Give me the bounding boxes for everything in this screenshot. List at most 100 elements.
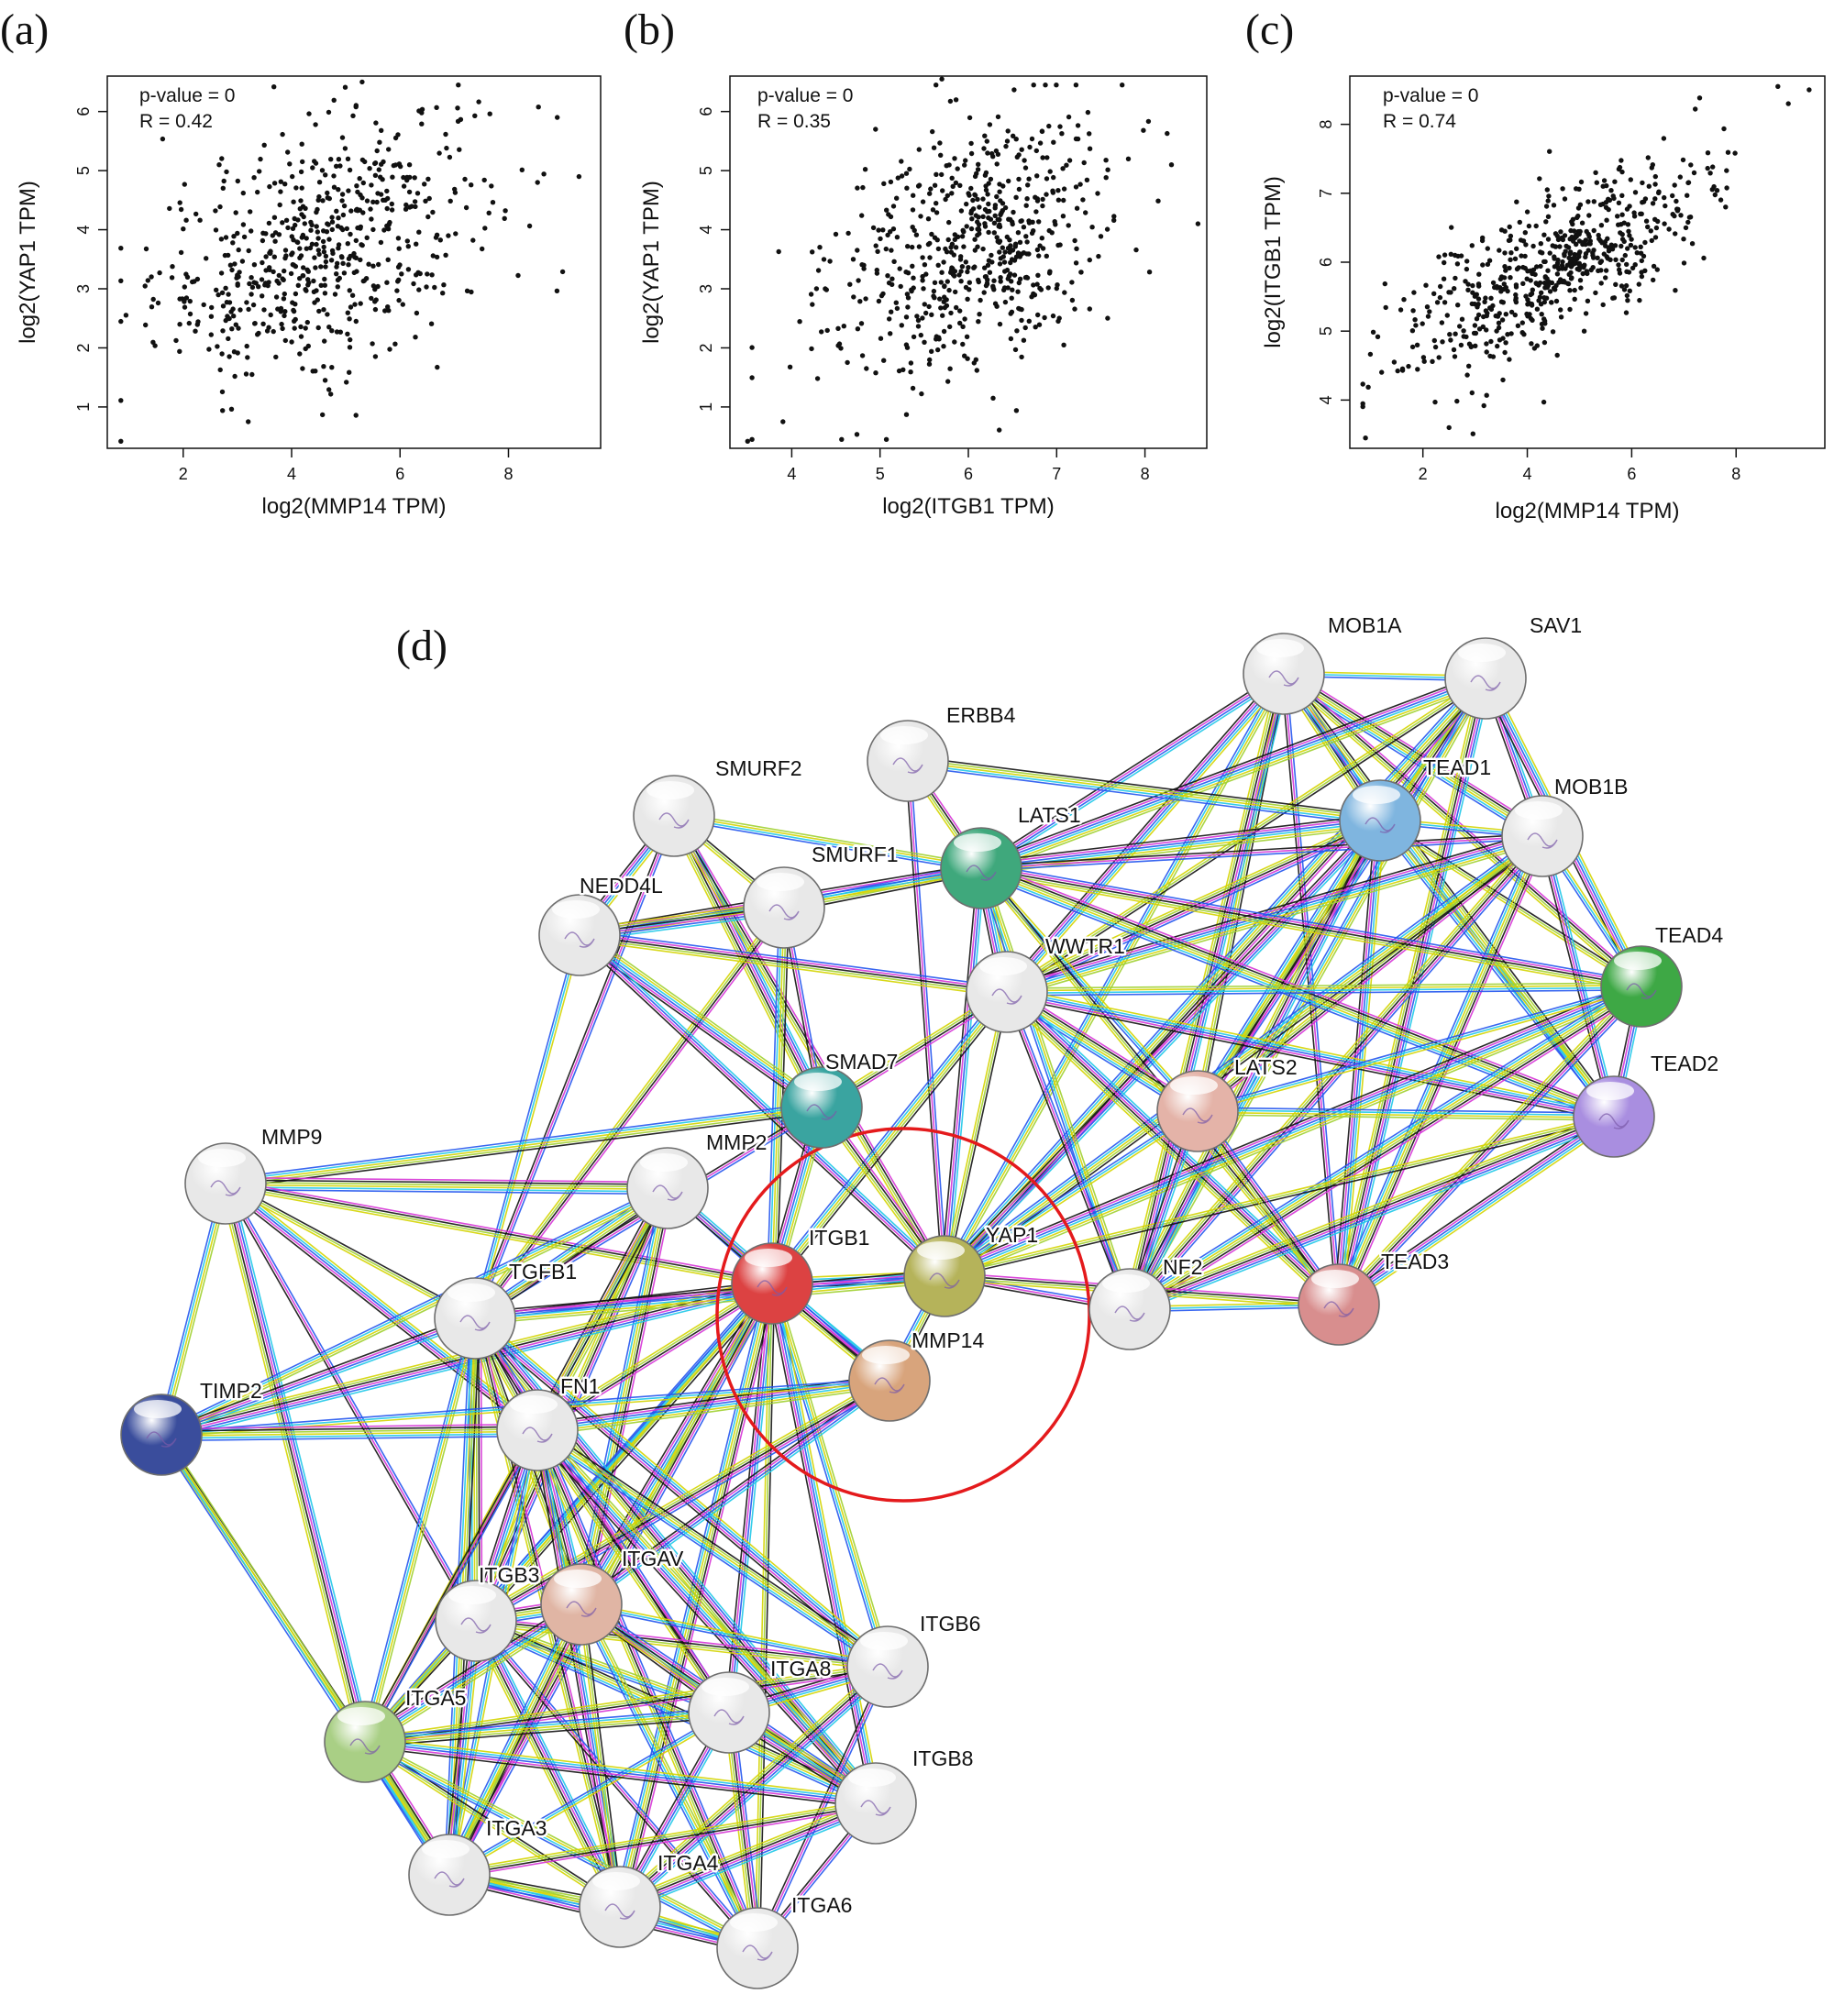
panel-c-point [1529,303,1535,308]
edge-tead2-nf2 [1127,1110,1617,1316]
panel-c-point [1585,270,1590,277]
panel-b-point [938,305,944,311]
panel-c-point [1367,351,1374,358]
node-lats1-label: LATS1 [1018,803,1081,827]
edge-line [536,1282,772,1430]
edge-line [1006,984,1642,992]
panel-a-point [260,321,266,326]
panel-a-point [297,206,303,212]
panel-b-point [1055,318,1061,325]
node-lats2-structure-icon [1182,1107,1213,1124]
panel-b-point [981,146,987,151]
panel-a-point [271,84,277,90]
panel-c-x-tick-label: 4 [1523,465,1532,483]
panel-b-point [856,278,861,283]
edge-line [362,1317,475,1742]
panel-a-point [426,195,432,202]
edge-line [1338,1116,1615,1305]
panel-a-point [313,122,318,127]
panel-a-point [288,270,294,277]
panel-b-point [929,348,934,354]
panel-c-point [1724,185,1729,191]
panel-c-pvalue: p-value = 0 [1383,85,1479,106]
panel-a-point [238,307,243,313]
panel-b-point [824,327,830,334]
panel-b-point [976,319,981,325]
edge-nedd4l-wwtr1 [579,930,1008,997]
panel-b-point [992,213,998,218]
edge-line [579,939,1007,997]
node-tgfb1-label: TGFB1 [509,1260,577,1283]
panel-b-point [935,262,941,268]
panel-b-point [1073,136,1079,142]
panel-c-point [1591,199,1597,204]
panel-b-point [1087,306,1093,312]
edge-line [474,1378,889,1620]
panel-b-point [976,215,981,220]
panel-a-point [167,205,172,212]
panel-c-point [1621,238,1627,245]
panel-a-point [464,288,470,293]
panel-b-point [1026,251,1032,257]
panel-c-point [1681,237,1686,242]
edge-line [1132,838,1547,1313]
edge-line [947,868,986,1277]
edge-line [944,1110,1199,1277]
edge-line [230,1182,372,1741]
panel-b-point [1095,191,1100,196]
panel-b-point [932,295,937,301]
panel-a-point [441,282,447,288]
panel-c-point [1492,284,1497,291]
panel-a-point [226,315,232,322]
panel-c-point [1543,219,1549,225]
panel-a-point [323,264,328,270]
panel-a-point [364,235,370,240]
panel-b-x-tick-label: 4 [787,465,796,483]
panel-c-point [1775,83,1781,90]
panel-b-point [936,335,942,340]
node-sav1: SAV1 [1444,611,1585,720]
panel-a-point [376,261,381,268]
panel-b-point [1069,280,1075,285]
edge-line [981,837,1543,872]
edge-line [944,835,1543,1277]
panel-c-point [1370,329,1376,335]
panel-b-point [1120,83,1125,88]
panel-b-point [1195,221,1201,226]
panel-a-point [118,318,124,325]
edge-line [946,680,1489,1280]
panel-b-point [1004,138,1011,144]
panel-a-point [319,168,326,173]
panel-b-point [922,262,928,268]
panel-c-point [1454,398,1460,404]
panel-b-point [962,316,967,322]
panel-a-point [244,300,249,305]
panel-a-point [219,351,225,357]
node-mob1b-label: MOB1B [1554,775,1629,799]
panel-b-point [776,248,781,255]
panel-c-point [1432,344,1439,350]
panel-c-point [1500,377,1506,383]
panel-b-point [975,196,980,203]
panel-a-point [169,275,175,281]
panel-b-point [931,145,937,150]
node-smurf1-structure-icon [768,904,800,920]
panel-a-point [386,308,392,314]
panel-b-point [1036,253,1042,259]
edge-tead4-yap1 [942,980,1644,1283]
edge-timp2-fn1 [160,1423,538,1442]
panel-b-point [976,279,982,285]
panel-b-point [1133,247,1139,253]
panel-b-point [1105,167,1110,172]
panel-b-point [941,259,946,265]
edge-line [365,1716,730,1747]
panel-a-point [515,272,521,279]
edge-line [1126,980,1639,1305]
panel-a-point [150,296,156,303]
panel-a-point [312,159,317,164]
panel-c-point [1627,288,1633,293]
panel-c-point [1524,311,1530,317]
panel-a-point [413,204,418,210]
panel-b-point [957,308,963,314]
panel-a-point [299,141,304,147]
